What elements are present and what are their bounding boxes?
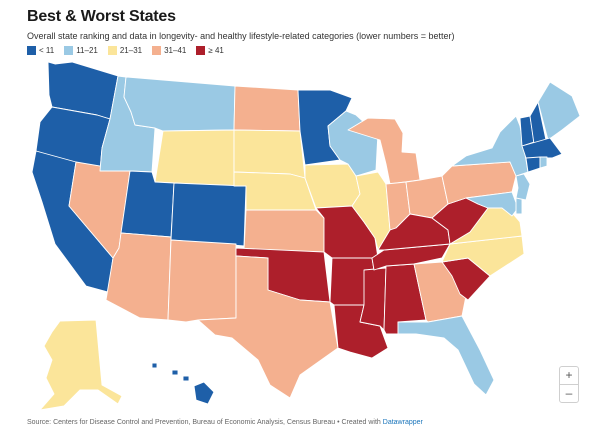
datawrapper-link[interactable]: Datawrapper: [382, 419, 423, 426]
legend: < 11 11–21 21–31 31–41 ≥ 41: [27, 46, 224, 55]
state-new-york[interactable]: [451, 115, 529, 177]
legend-swatch: [27, 46, 36, 55]
state-massachusetts[interactable]: [521, 137, 563, 159]
legend-label: < 11: [39, 46, 55, 55]
state-mississippi[interactable]: [359, 267, 387, 331]
state-kansas[interactable]: [243, 209, 325, 253]
state-hawaii-island[interactable]: [151, 362, 158, 369]
state-texas[interactable]: [197, 255, 339, 399]
state-hawaii-island[interactable]: [182, 375, 190, 382]
legend-label: ≥ 41: [208, 46, 224, 55]
state-hawaii[interactable]: [193, 381, 215, 405]
state-new-mexico[interactable]: [167, 239, 237, 323]
state-rhode-island[interactable]: [539, 156, 548, 169]
legend-swatch: [107, 46, 117, 55]
legend-swatch: [64, 46, 74, 55]
page-title: Best & Worst States: [27, 8, 176, 25]
state-michigan[interactable]: [347, 117, 421, 185]
source-footer: Source: Centers for Disease Control and …: [27, 419, 423, 426]
state-colorado[interactable]: [170, 182, 247, 247]
legend-label: 11–21: [76, 46, 98, 55]
legend-label: 31–41: [164, 46, 187, 55]
us-map: [31, 61, 581, 411]
state-hawaii-island[interactable]: [171, 369, 179, 376]
legend-label: 21–31: [119, 46, 143, 55]
state-iowa[interactable]: [304, 163, 361, 209]
state-south-dakota[interactable]: [233, 129, 306, 179]
page-subtitle: Overall state ranking and data in longev…: [27, 31, 455, 41]
legend-item: 11–21: [64, 46, 98, 55]
state-nebraska[interactable]: [233, 171, 317, 211]
legend-item: 31–41: [152, 46, 186, 55]
state-maryland[interactable]: [465, 191, 519, 217]
state-north-dakota[interactable]: [233, 85, 301, 132]
legend-swatch: [196, 46, 206, 55]
state-illinois[interactable]: [351, 171, 391, 251]
zoom-control: + –: [559, 366, 579, 403]
state-connecticut[interactable]: [525, 156, 541, 173]
state-new-jersey[interactable]: [515, 173, 531, 201]
legend-item: < 11: [27, 46, 54, 55]
source-text: Source: Centers for Disease Control and …: [27, 419, 381, 426]
zoom-in-button[interactable]: +: [565, 368, 573, 382]
legend-item: ≥ 41: [196, 46, 224, 55]
state-florida[interactable]: [397, 315, 495, 396]
state-wyoming[interactable]: [154, 129, 235, 187]
legend-item: 21–31: [107, 46, 143, 55]
zoom-out-button[interactable]: –: [560, 384, 578, 402]
legend-swatch: [152, 46, 162, 55]
state-montana[interactable]: [123, 76, 236, 132]
state-alaska[interactable]: [39, 319, 123, 411]
